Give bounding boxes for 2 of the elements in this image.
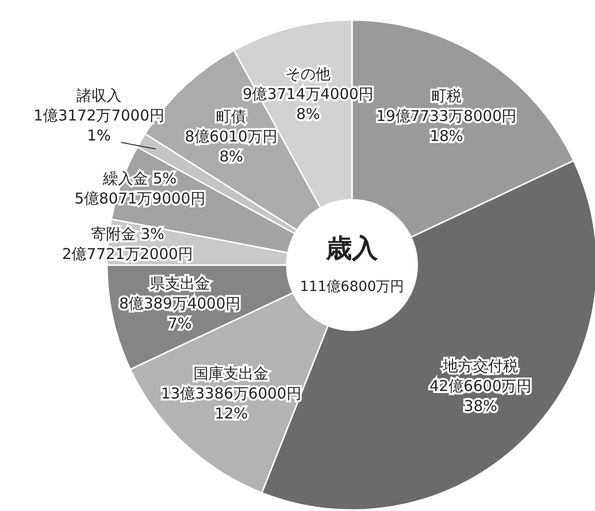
text: 歳入 — [325, 234, 379, 264]
text: 111億6800万円 — [300, 279, 404, 295]
